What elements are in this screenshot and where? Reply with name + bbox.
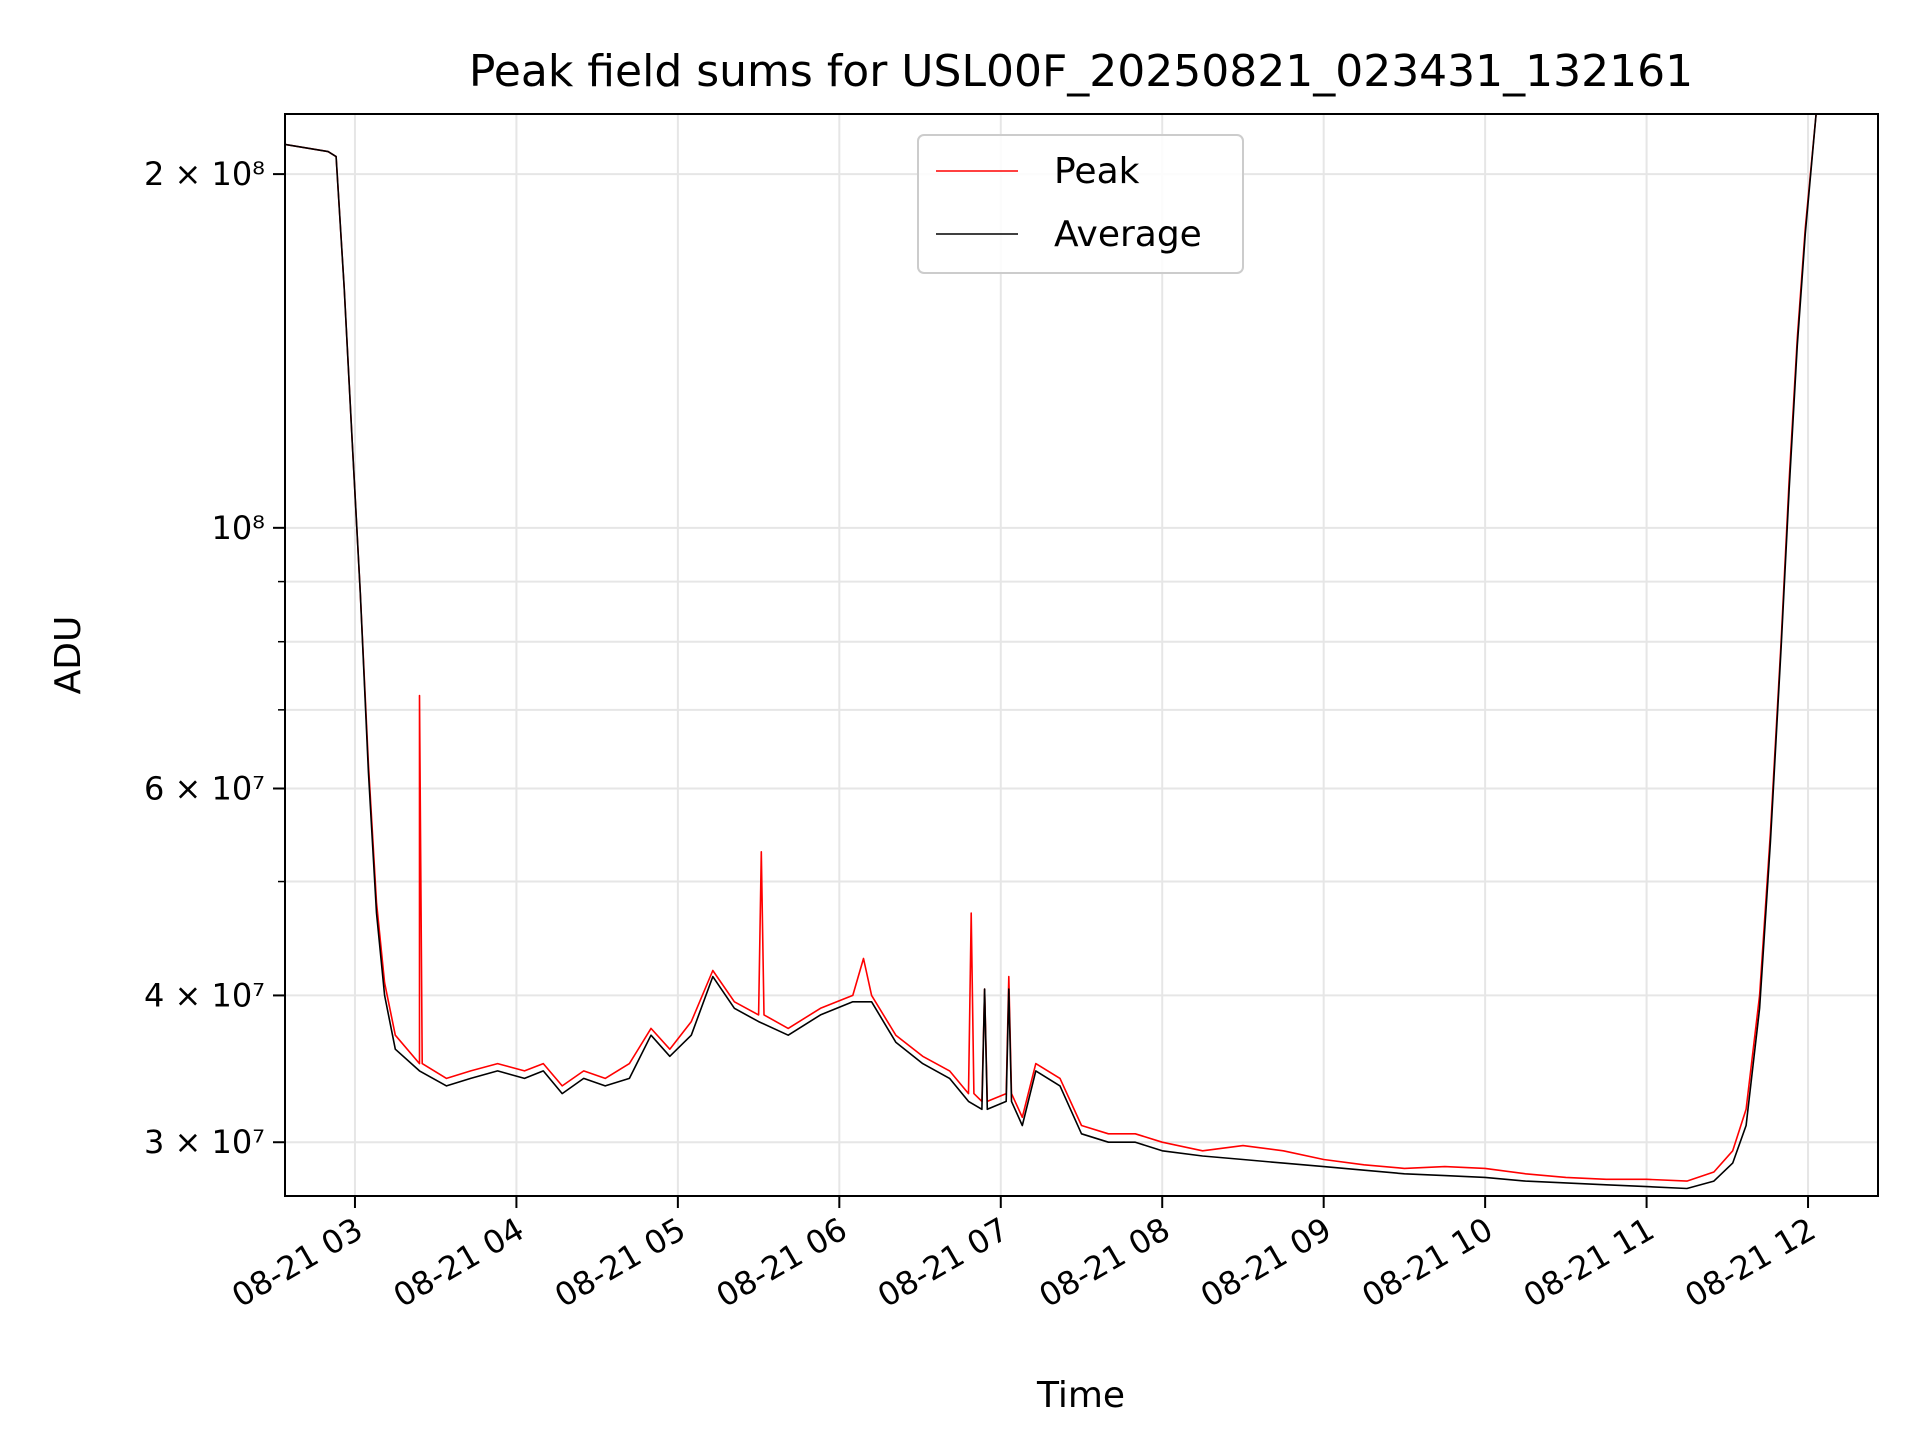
y-tick-label: 6 × 10⁷ <box>144 770 265 808</box>
y-tick-label: 2 × 10⁸ <box>144 155 265 193</box>
y-axis-label: ADU <box>48 616 89 695</box>
plot-frame <box>284 113 1879 1197</box>
legend-box <box>917 134 1244 274</box>
legend-label-average: Average <box>1054 214 1202 255</box>
legend-label-peak: Peak <box>1054 151 1140 192</box>
series-line-peak <box>285 114 1817 1182</box>
y-tick-label: 3 × 10⁷ <box>144 1123 265 1161</box>
y-tick-label: 10⁸ <box>211 509 265 547</box>
series-line-average <box>285 114 1817 1190</box>
x-axis-label: Time <box>1036 1375 1125 1416</box>
legend: Peak Average <box>917 134 1244 274</box>
chart-title: Peak field sums for USL00F_20250821_0234… <box>469 46 1693 97</box>
y-tick-label: 4 × 10⁷ <box>144 976 265 1014</box>
series-layer <box>285 114 1817 1190</box>
